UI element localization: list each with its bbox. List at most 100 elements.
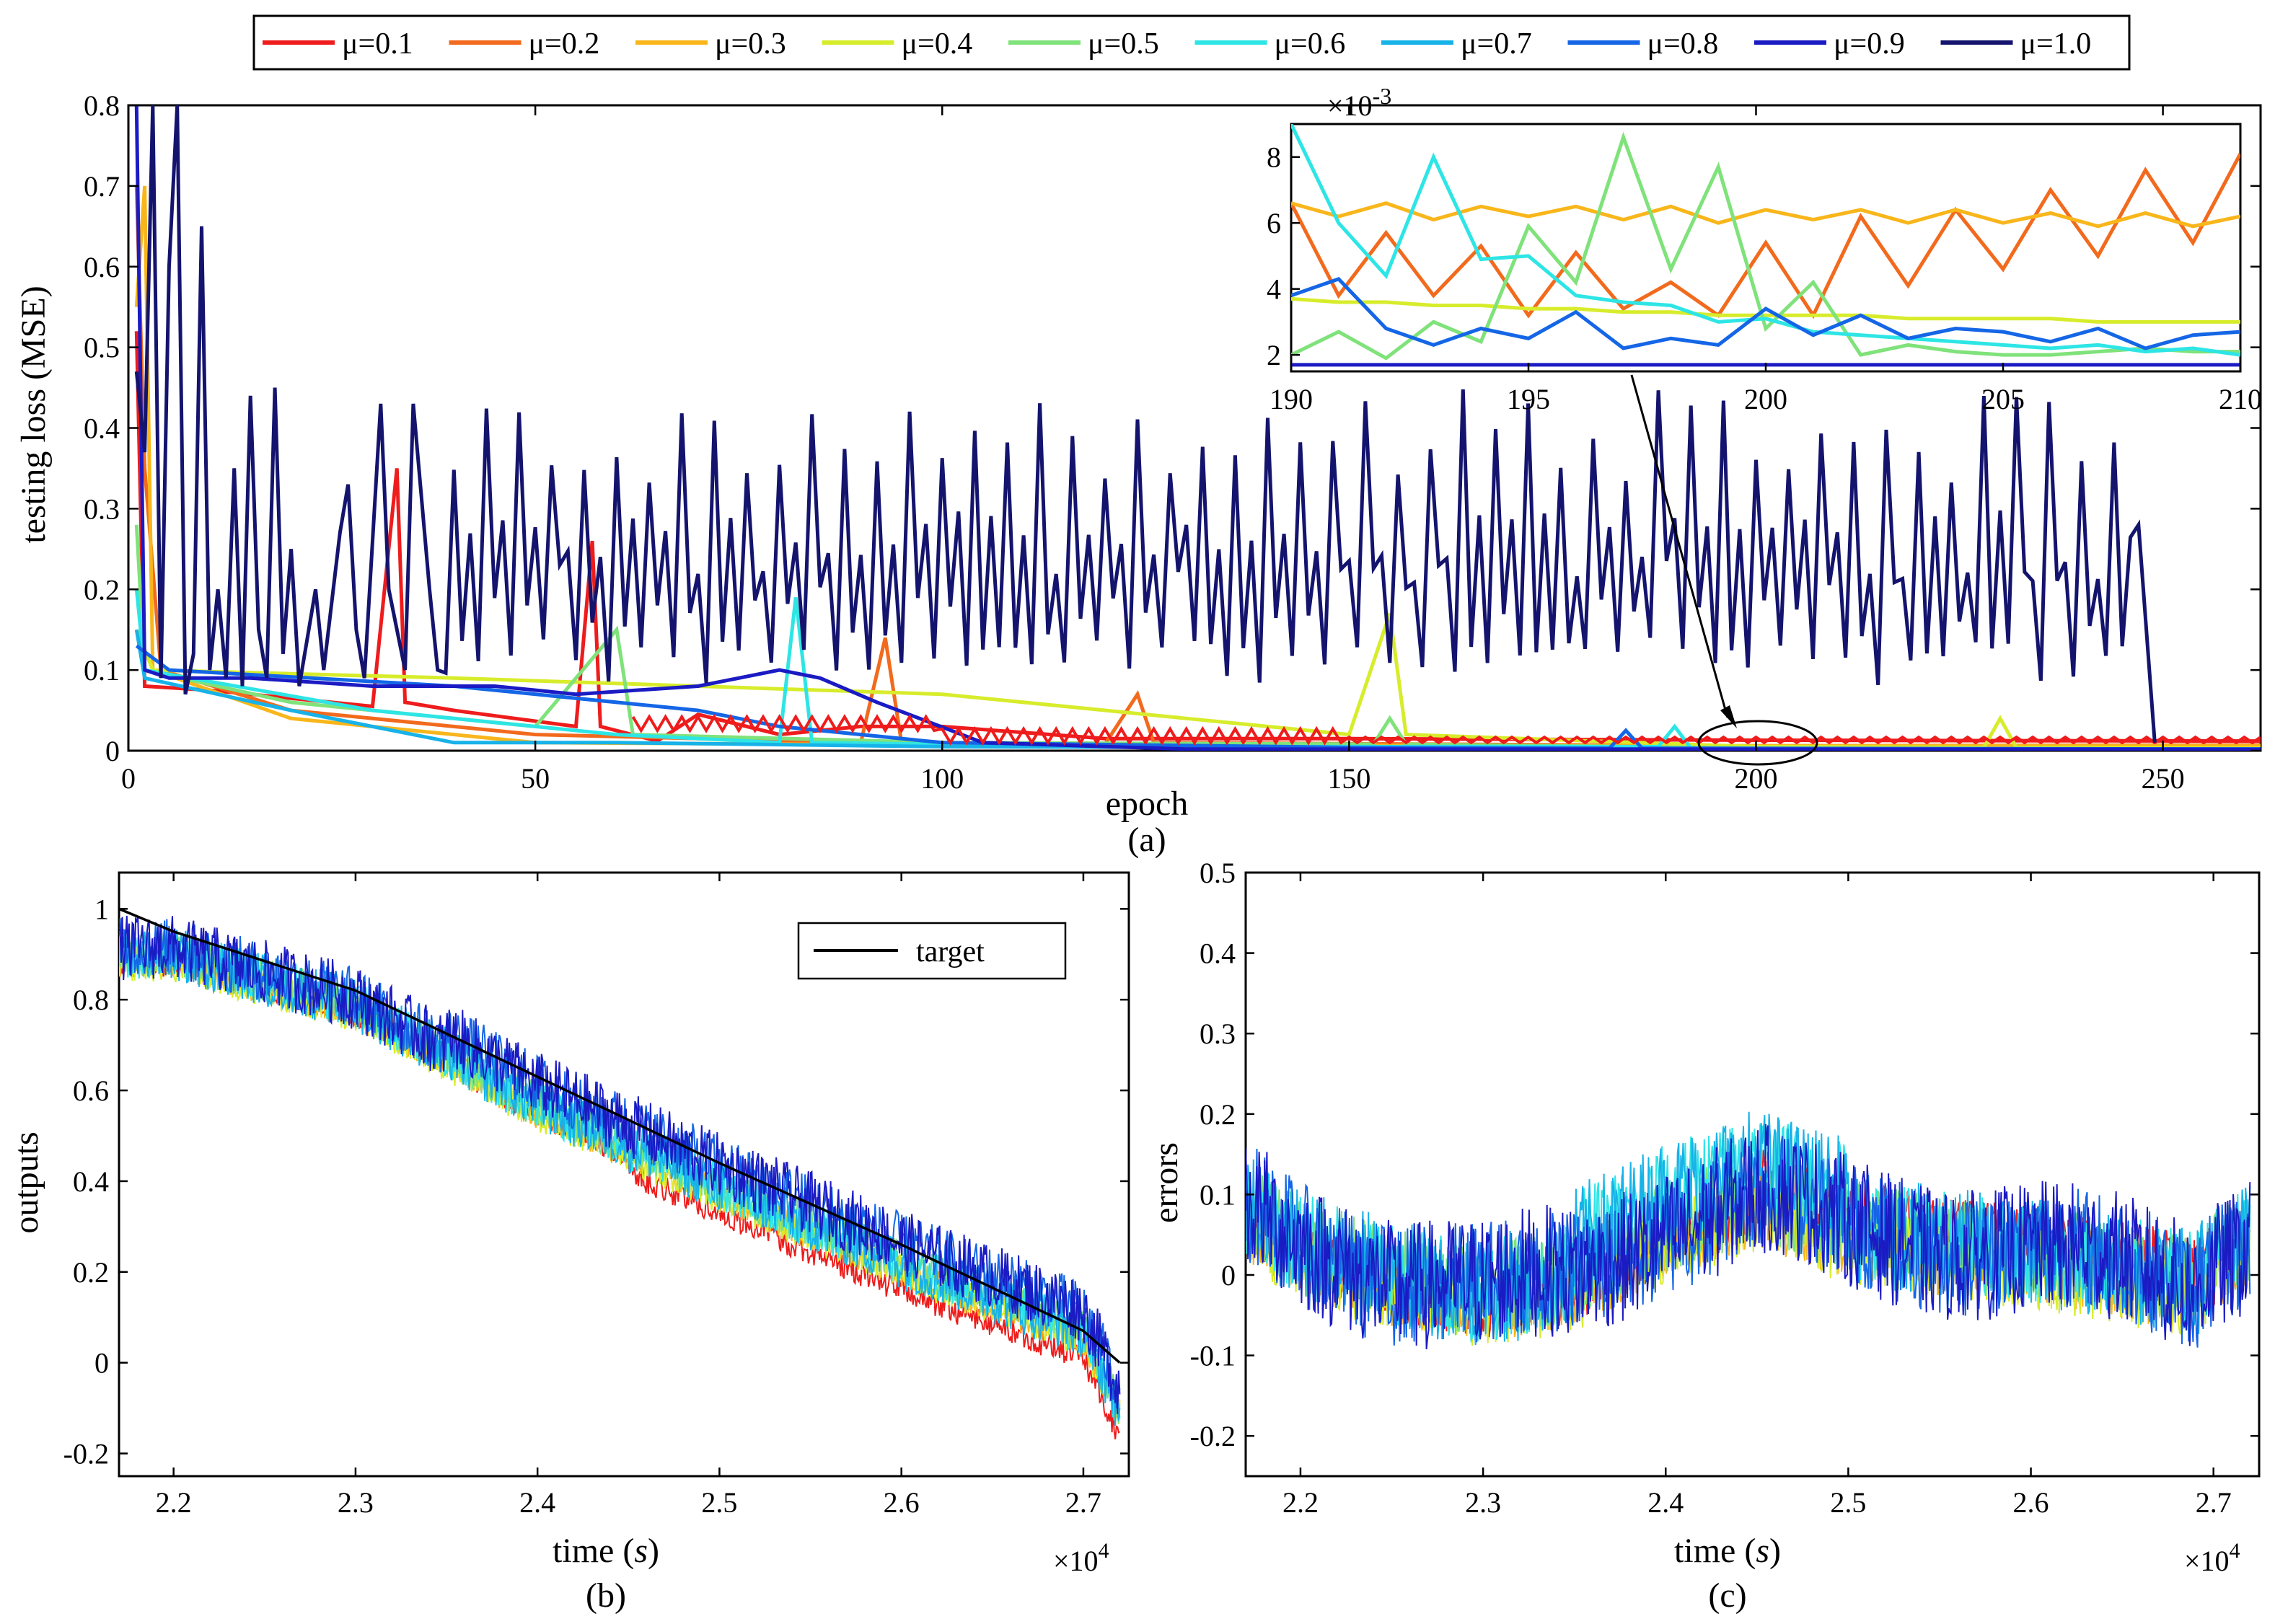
chart-a-series-mu-01 [134, 331, 2261, 743]
chart-b-ticks: 2.2 2.3 2.4 2.5 2.6 2.7 -0.2 0 0.2 0.4 0.6 0.8 1 [63, 873, 1129, 1519]
chart-b-legend-target: target [916, 935, 985, 968]
chart-a-ytick-label: 0.7 [84, 170, 120, 203]
chart-c-ytick-label: 0.5 [1200, 857, 1236, 889]
chart-c-noise-7 [1246, 1124, 2251, 1350]
chart-c-ytick-label: 0.1 [1200, 1178, 1236, 1211]
chart-c-xtick-label: 2.5 [1830, 1486, 1866, 1519]
inset-ytick-label: 4 [1267, 273, 1281, 306]
chart-b-noise-4 [119, 930, 1121, 1419]
chart-a-ytick-label: 0.6 [84, 251, 120, 283]
inset-ytick-label: 2 [1267, 339, 1281, 371]
chart-c-ytick-label: 0 [1221, 1259, 1236, 1292]
chart-c-xtick-label: 2.6 [2013, 1486, 2049, 1519]
legend-label-mu-09: μ=0.9 [1834, 27, 1905, 61]
chart-a-series-mu-04 [134, 613, 2261, 751]
legend-label-mu-07: μ=0.7 [1461, 27, 1532, 61]
chart-b-exponent: ×104 [1053, 1539, 1109, 1577]
chart-b-legend: target [797, 922, 1067, 980]
chart-b-ytick-label: -0.2 [63, 1438, 109, 1470]
inset-xtick-label: 190 [1269, 383, 1313, 415]
chart-c: 2.2 2.3 2.4 2.5 2.6 2.7 -0.2 -0.1 0 0.1 0.2 0.3 0.4 0… [1147, 857, 2261, 1615]
legend-label-mu-03: μ=0.3 [715, 27, 786, 61]
chart-b-xtick-label: 2.2 [156, 1486, 192, 1519]
chart-a-ytick-label: 0.5 [84, 332, 120, 364]
chart-c-ticks: 2.2 2.3 2.4 2.5 2.6 2.7 -0.2 -0.1 0 0.1 0.2 0.3 0.4 0… [1190, 857, 2259, 1519]
chart-a-ylabel: testing loss (MSE) [14, 286, 53, 543]
inset-series-mu-05 [1291, 131, 2240, 361]
legend-label-mu-01: μ=0.1 [342, 27, 413, 61]
chart-a-inset: 190 195 200 205 210 2 4 6 8 ×10-3 [1267, 83, 2262, 415]
inset-series-mu-02 [1291, 153, 2240, 319]
chart-c-xlabel: time (s) [1674, 1532, 1781, 1570]
zoom-ellipse [1697, 720, 1818, 766]
chart-b-ytick-label: 0.4 [73, 1165, 109, 1198]
legend-label-mu-10: μ=1.0 [2020, 27, 2092, 61]
chart-c-xtick-label: 2.4 [1647, 1486, 1684, 1519]
chart-a-xtick-label: 0 [121, 762, 136, 795]
chart-b-panel-label: (b) [586, 1576, 626, 1615]
chart-a-xtick-label: 250 [2142, 762, 2185, 795]
chart-c-ytick-label: -0.2 [1190, 1420, 1236, 1452]
chart-c-ytick-label: -0.1 [1190, 1340, 1236, 1372]
chart-b-ylabel: outputs [7, 1131, 45, 1233]
chart-a-xtick-label: 50 [521, 762, 550, 795]
chart-b-xtick-label: 2.7 [1065, 1486, 1101, 1519]
chart-c-xtick-label: 2.3 [1465, 1486, 1501, 1519]
chart-a-ytick-label: 0.2 [84, 573, 120, 606]
chart-a-xtick-label: 200 [1734, 762, 1777, 795]
chart-a-ticks: 0 50 100 150 200 250 0 0.1 0.2 0.3 0.4 0.5 0.6 0.7 0.8 [84, 89, 2261, 795]
chart-a-series-mu-08 [135, 644, 2261, 751]
inset-series-mu-06 [1291, 124, 2240, 357]
chart-b-xtick-label: 2.5 [701, 1486, 737, 1519]
chart-c-panel-label: (c) [1708, 1576, 1746, 1615]
chart-a-series-mu-10 [134, 105, 2157, 743]
chart-a-ytick-label: 0.3 [84, 493, 120, 525]
chart-c-xtick-label: 2.2 [1282, 1486, 1319, 1519]
chart-b-xtick-label: 2.3 [338, 1486, 374, 1519]
chart-b-xlabel: time (s) [553, 1532, 659, 1570]
inset-xtick-label: 200 [1744, 383, 1787, 415]
legend-label-mu-05: μ=0.5 [1088, 27, 1159, 61]
chart-a-series-mu-01-osc [631, 714, 2261, 746]
inset-ytick-label: 8 [1267, 141, 1281, 174]
legend-label-mu-04: μ=0.4 [902, 27, 973, 61]
chart-a-xlabel: epoch [1106, 785, 1189, 823]
chart-c-ytick-label: 0.2 [1200, 1098, 1236, 1131]
chart-b-ytick-label: 0.8 [73, 984, 109, 1016]
chart-a-series-mu-09 [134, 105, 2261, 751]
chart-a-ytick-label: 0 [105, 735, 120, 767]
legend: μ=0.1 μ=0.2 μ=0.3 μ=0.4 μ=0.5 μ=0.6 μ=0.7 μ=0.8… [252, 14, 2131, 71]
chart-a-series [134, 105, 2261, 751]
chart-c-ytick-label: 0.4 [1200, 937, 1236, 970]
legend-label-mu-02: μ=0.2 [529, 27, 600, 61]
chart-c-ytick-label: 0.3 [1200, 1018, 1236, 1050]
chart-b-noise-7 [119, 915, 1121, 1414]
chart-b-xtick-label: 2.4 [519, 1486, 555, 1519]
chart-b-xtick-label: 2.6 [884, 1486, 920, 1519]
inset-xtick-label: 205 [1981, 383, 2025, 415]
chart-a-ytick-label: 0.1 [84, 654, 120, 687]
chart-a: 0 50 100 150 200 250 0 0.1 0.2 0.3 0.4 0.5 0.6 0.7 0.8… [14, 83, 2262, 859]
chart-b-ytick-label: 0.6 [73, 1074, 109, 1107]
inset-ytick-label: 6 [1267, 207, 1281, 239]
chart-a-xtick-label: 150 [1327, 762, 1370, 795]
zoom-arrow [1630, 374, 1729, 718]
chart-c-ylabel: errors [1147, 1142, 1185, 1223]
inset-series-mu-03 [1291, 201, 2240, 229]
inset-xtick-label: 195 [1507, 383, 1550, 415]
chart-b-target-line [119, 907, 1121, 1364]
chart-b: 2.2 2.3 2.4 2.5 2.6 2.7 -0.2 0 0.2 0.4 0.6 0.8 1 tim… [7, 871, 1130, 1615]
inset-exponent: ×10-3 [1327, 83, 1391, 122]
chart-b-noise-6 [119, 918, 1121, 1411]
chart-a-series-mu-06 [134, 589, 2261, 751]
chart-a-ytick-label: 0.4 [84, 412, 120, 445]
chart-b-ytick-label: 1 [94, 893, 109, 925]
inset-series-mu-08 [1291, 277, 2240, 350]
zoom-arrow-head [1720, 705, 1737, 728]
chart-c-xtick-label: 2.7 [2196, 1486, 2232, 1519]
legend-label-mu-06: μ=0.6 [1275, 27, 1346, 61]
chart-c-exponent: ×104 [2184, 1539, 2240, 1577]
chart-a-ytick-label: 0.8 [84, 89, 120, 122]
chart-b-ytick-label: 0 [94, 1347, 109, 1380]
